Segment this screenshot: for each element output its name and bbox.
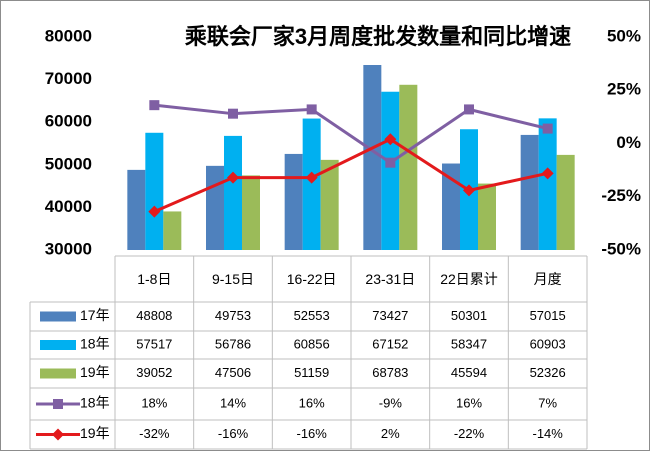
line-marker — [148, 205, 161, 218]
table-value: -9% — [379, 395, 403, 410]
bar — [206, 165, 224, 250]
table-value: 68783 — [372, 365, 408, 380]
line-marker — [149, 100, 160, 111]
line-marker — [306, 104, 317, 115]
table-value: 18% — [141, 395, 167, 410]
bar — [381, 91, 400, 250]
bar — [363, 65, 382, 250]
bar — [224, 135, 242, 250]
category-label: 23-31日 — [365, 271, 416, 287]
legend-label: 18年 — [80, 336, 110, 352]
bar — [284, 153, 303, 250]
legend-label: 19年 — [80, 364, 110, 380]
bar — [442, 163, 460, 250]
bar — [556, 154, 575, 250]
table-value: 47506 — [215, 365, 251, 380]
bar — [399, 84, 418, 250]
y-tick-label: 50000 — [45, 154, 92, 173]
y2-tick-label: 25% — [607, 80, 641, 99]
line-series — [153, 137, 548, 214]
table-value: 52553 — [294, 308, 330, 323]
legend-swatch — [40, 311, 76, 322]
legend-swatch — [40, 368, 76, 379]
line-marker — [227, 171, 239, 184]
bar — [163, 211, 182, 250]
table-value: 39052 — [136, 365, 172, 380]
table-value: 48808 — [136, 308, 172, 323]
table-value: 60903 — [530, 336, 566, 351]
table-value: 57517 — [136, 336, 172, 351]
legend-marker — [52, 428, 64, 441]
line-marker — [463, 184, 475, 197]
y-tick-label: 80000 — [45, 26, 92, 45]
bar — [302, 118, 321, 250]
table-value: 58347 — [451, 336, 487, 351]
y-tick-label: 30000 — [45, 239, 92, 258]
line-marker — [542, 123, 553, 134]
line-marker — [305, 171, 318, 184]
legend-label: 19年 — [80, 425, 110, 441]
table-value: 73427 — [372, 308, 408, 323]
y2-tick-label: -50% — [601, 239, 641, 258]
table-value: 45594 — [451, 365, 487, 380]
table-value: 56786 — [215, 336, 251, 351]
line-marker — [385, 157, 396, 168]
y-tick-label: 60000 — [45, 112, 92, 131]
line-marker — [228, 108, 238, 119]
table-value: 49753 — [215, 308, 251, 323]
table-value: -32% — [139, 426, 170, 441]
category-label: 9-15日 — [211, 271, 254, 287]
table-value: 51159 — [294, 365, 329, 380]
table-value: 52326 — [530, 365, 566, 380]
category-label: 月度 — [533, 271, 562, 287]
table-value: 60856 — [294, 336, 330, 351]
line-marker — [541, 167, 554, 180]
bar — [127, 169, 146, 250]
table-value: -16% — [296, 426, 327, 441]
table-value: 16% — [456, 395, 482, 410]
chart-title: 乘联会厂家3月周度批发数量和同比增速 — [184, 24, 571, 49]
table-value: 50301 — [451, 308, 487, 323]
line-series — [154, 103, 549, 165]
y2-tick-label: 0% — [616, 133, 641, 152]
table-value: 14% — [220, 395, 246, 410]
legend-label: 18年 — [80, 395, 110, 411]
y-tick-label: 40000 — [45, 197, 92, 216]
y2-tick-label: 50% — [607, 26, 641, 45]
legend-marker — [53, 399, 63, 409]
category-label: 22日累计 — [440, 271, 498, 287]
table-value: 7% — [538, 395, 557, 410]
table-value: 16% — [299, 395, 325, 410]
y-tick-label: 70000 — [45, 69, 92, 88]
line-marker — [464, 104, 474, 115]
bar — [145, 132, 164, 250]
bar — [520, 134, 539, 250]
legend-label: 17年 — [80, 307, 110, 323]
bar — [538, 118, 557, 251]
bar — [320, 159, 339, 250]
table-value: 67152 — [372, 336, 408, 351]
table-value: -16% — [218, 426, 249, 441]
legend-swatch — [40, 340, 76, 350]
y2-tick-label: -25% — [601, 186, 641, 205]
table-value: 2% — [381, 426, 400, 441]
table-value: -22% — [454, 426, 485, 441]
category-label: 16-22日 — [286, 271, 337, 287]
line-marker — [384, 133, 397, 146]
table-value: -14% — [532, 426, 563, 441]
category-label: 1-8日 — [137, 271, 172, 287]
bar — [478, 183, 496, 250]
table-value: 57015 — [530, 308, 566, 323]
bar — [242, 175, 260, 250]
